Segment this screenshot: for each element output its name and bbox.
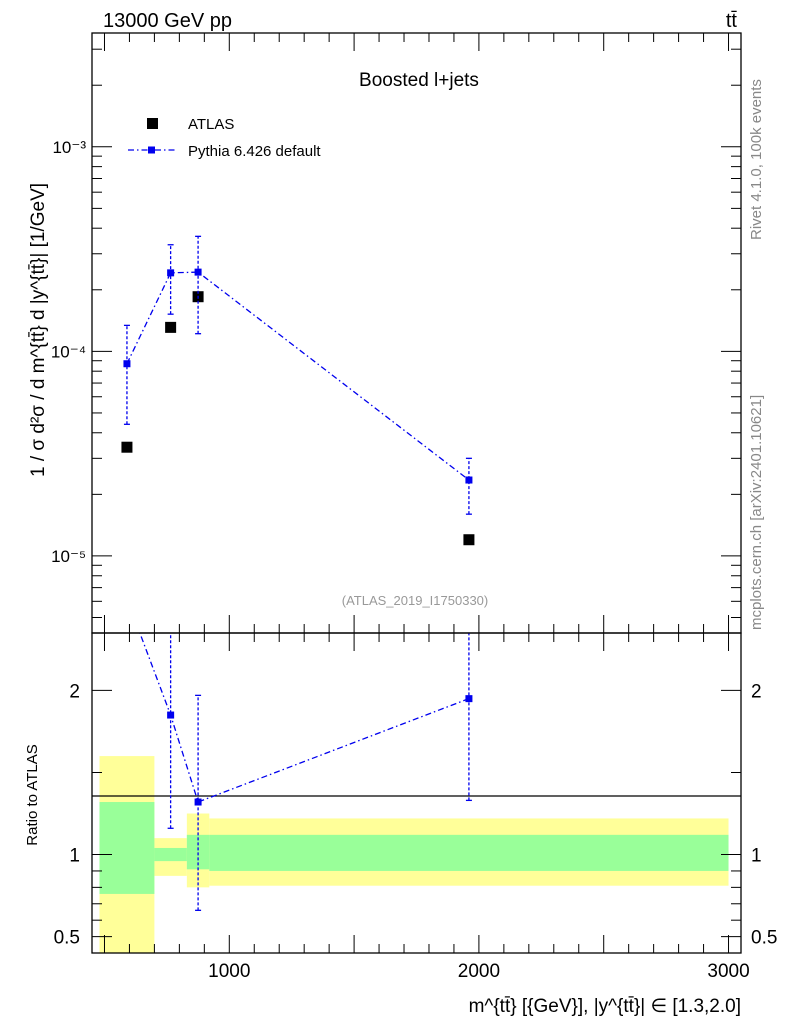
ratio-y-tick-label: 2	[69, 681, 80, 702]
ratio-y-tick-label-right: 2	[751, 681, 762, 702]
atlas-data-point	[463, 534, 475, 546]
header-right: tt̄	[726, 10, 738, 32]
analysis-label: (ATLAS_2019_I1750330)	[342, 593, 488, 608]
main-y-tick-label: 10⁻⁵	[51, 547, 86, 566]
rivet-label: Rivet 4.1.0, 100k events	[748, 79, 765, 240]
x-tick-label: 3000	[707, 961, 749, 982]
ratio-y-tick-label-right: 0.5	[751, 928, 777, 949]
pythia-series-line	[126, 271, 470, 481]
main-y-tick-label: 10⁻³	[52, 138, 86, 157]
ratio-data-point	[123, 595, 130, 602]
legend-atlas-marker	[147, 118, 158, 129]
pythia-data-point	[465, 476, 473, 484]
ratio-series-line	[139, 633, 470, 803]
ratio-y-tick-label: 1	[69, 846, 80, 867]
x-tick-label: 2000	[458, 961, 500, 982]
atlas-data-point	[165, 321, 177, 333]
ratio-frame	[91, 632, 742, 954]
ratio-stat-uncertainty-band	[154, 847, 187, 862]
x-axis-label: m^{tt̄} [{GeV}], |y^{tt̄}| ∈ [1.3,2.0]	[469, 996, 741, 1017]
legend: ATLAS Pythia 6.426 default	[128, 116, 321, 160]
x-tick-label: 1000	[208, 961, 250, 982]
main-y-tick-label: 10⁻⁴	[51, 342, 86, 361]
atlas-data-point	[121, 441, 133, 453]
mcplots-label: mcplots.cern.ch [arXiv:2401.10621]	[748, 395, 765, 630]
plot-title: Boosted l+jets	[359, 70, 479, 91]
main-panel: Boosted l+jets (ATLAS_2019_I1750330) 10⁻…	[28, 32, 742, 634]
main-y-axis-label: 1 / σ d²σ / d m^{tt̄} d |y^{tt̄}| [1/GeV…	[28, 183, 49, 477]
pythia-data-point	[123, 360, 131, 368]
ratio-stat-uncertainty-band	[209, 834, 729, 871]
ratio-data-point	[167, 711, 175, 719]
ratio-data-point	[465, 695, 473, 703]
ratio-stat-uncertainty-band	[186, 834, 210, 870]
pythia-data-point	[194, 268, 202, 276]
legend-atlas-label: ATLAS	[188, 116, 234, 133]
ratio-panel: 0.5 0.5 1 1 2 2 1000 2000 3000 Ratio to ATLAS m^…	[24, 595, 777, 1017]
ratio-y-tick-label-right: 1	[751, 846, 762, 867]
ratio-y-tick-label: 0.5	[54, 928, 80, 949]
header-left: 13000 GeV pp	[103, 10, 232, 32]
legend-pythia-label: Pythia 6.426 default	[188, 143, 321, 160]
ratio-data-point	[194, 798, 202, 806]
ratio-y-axis-label: Ratio to ATLAS	[24, 744, 41, 845]
pythia-data-point	[167, 269, 175, 277]
legend-pythia-marker	[148, 146, 155, 154]
ratio-stat-uncertainty-band	[99, 802, 155, 894]
